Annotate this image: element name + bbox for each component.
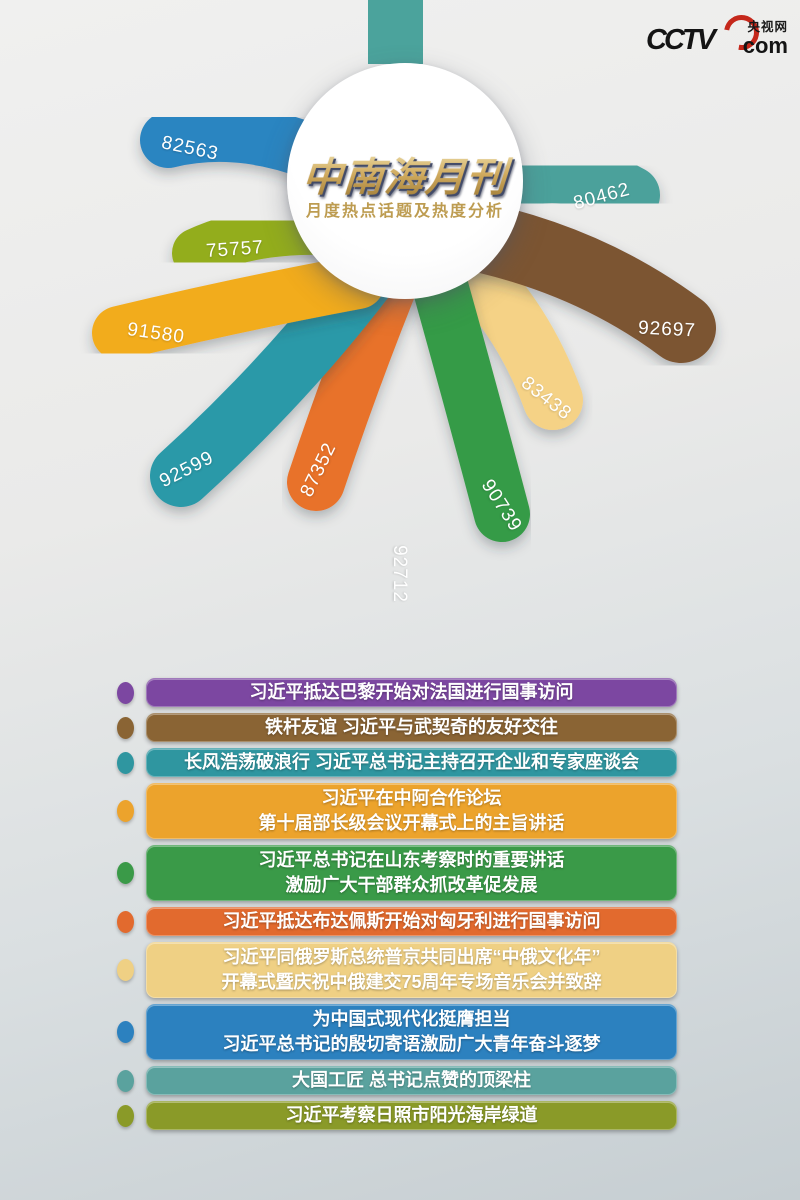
legend-text: 习近平总书记的殷切寄语激励广大青年奋斗逐梦 — [222, 1034, 601, 1054]
legend-bar: 习近平抵达巴黎开始对法国进行国事访问 — [146, 678, 677, 707]
legend-text: 习近平抵达布达佩斯开始对匈牙利进行国事访问 — [222, 911, 601, 931]
petal-91580 — [92, 255, 385, 360]
cctv-com-label: com — [742, 33, 788, 58]
flower-hub: 中南海月刊 月度热点话题及热度分析 — [287, 63, 523, 299]
legend-item: 铁杆友谊 习近平与武契奇的友好交往 — [117, 713, 683, 742]
topic-legend: 习近平抵达巴黎开始对法国进行国事访问 铁杆友谊 习近平与武契奇的友好交往长风浩荡破… — [117, 678, 683, 1130]
legend-item: 习近平同俄罗斯总统普京共同出席“中俄文化年” 开幕式暨庆祝中俄建交75周年专场音乐… — [117, 942, 683, 998]
legend-dot — [117, 1104, 134, 1127]
legend-dot — [117, 1021, 134, 1043]
legend-bar: 长风浩荡破浪行 习近平总书记主持召开企业和专家座谈会 — [146, 748, 677, 777]
legend-item: 习近平考察日照市阳光海岸绿道 — [117, 1101, 683, 1130]
legend-dot — [117, 681, 134, 704]
legend-dot — [117, 751, 134, 774]
legend-bar: 铁杆友谊 习近平与武契奇的友好交往 — [146, 713, 677, 742]
legend-text: 习近平抵达巴黎开始对法国进行国事访问 — [249, 682, 574, 702]
legend-dot — [117, 1069, 134, 1092]
legend-bar: 习近平在中阿合作论坛第十届部长级会议开幕式上的主旨讲话 — [146, 783, 677, 839]
legend-text: 长风浩荡破浪行 习近平总书记主持召开企业和专家座谈会 — [184, 752, 639, 772]
page-subtitle: 月度热点话题及热度分析 — [305, 203, 504, 220]
legend-text: 激励广大干部群众抓改革促发展 — [285, 875, 538, 895]
legend-text: 第十届部长级会议开幕式上的主旨讲话 — [258, 813, 565, 833]
legend-text: 大国工匠 总书记点赞的顶梁柱 — [292, 1070, 531, 1090]
legend-item: 为中国式现代化挺膺担当习近平总书记的殷切寄语激励广大青年奋斗逐梦 — [117, 1004, 683, 1060]
legend-item: 习近平在中阿合作论坛第十届部长级会议开幕式上的主旨讲话 — [117, 783, 683, 839]
legend-dot — [117, 862, 134, 884]
legend-text: 习近平总书记在山东考察时的重要讲话 — [258, 850, 565, 870]
flower-stem — [368, 0, 423, 64]
cctv-site-cn-label: 央视网 — [747, 20, 788, 34]
legend-text: 习近平考察日照市阳光海岸绿道 — [285, 1105, 538, 1125]
cctv-logo: CCTV 央视网 com — [646, 8, 788, 60]
legend-bar: 大国工匠 总书记点赞的顶梁柱 — [146, 1066, 677, 1095]
page-title: 中南海月刊 — [285, 145, 525, 203]
legend-text: 习近平在中阿合作论坛 — [321, 788, 502, 808]
cctv-wordmark: CCTV — [646, 24, 716, 56]
legend-item: 习近平抵达布达佩斯开始对匈牙利进行国事访问 — [117, 907, 683, 936]
legend-text: 铁杆友谊 习近平与武契奇的友好交往 — [265, 717, 558, 737]
legend-item: 大国工匠 总书记点赞的顶梁柱 — [117, 1066, 683, 1095]
legend-bar: 习近平同俄罗斯总统普京共同出席“中俄文化年” 开幕式暨庆祝中俄建交75周年专场音乐… — [146, 942, 677, 998]
legend-item: 习近平总书记在山东考察时的重要讲话 激励广大干部群众抓改革促发展 — [117, 845, 683, 901]
legend-text: 习近平同俄罗斯总统普京共同出席“中俄文化年” — [222, 947, 601, 967]
legend-bar: 为中国式现代化挺膺担当习近平总书记的殷切寄语激励广大青年奋斗逐梦 — [146, 1004, 677, 1060]
legend-bar: 习近平总书记在山东考察时的重要讲话 激励广大干部群众抓改革促发展 — [146, 845, 677, 901]
legend-dot — [117, 800, 134, 822]
legend-text: 为中国式现代化挺膺担当 — [312, 1009, 511, 1029]
legend-bar: 习近平抵达布达佩斯开始对匈牙利进行国事访问 — [146, 907, 677, 936]
legend-item: 习近平抵达巴黎开始对法国进行国事访问 — [117, 678, 683, 707]
legend-bar: 习近平考察日照市阳光海岸绿道 — [146, 1101, 677, 1130]
legend-dot — [117, 959, 134, 981]
legend-item: 长风浩荡破浪行 习近平总书记主持召开企业和专家座谈会 — [117, 748, 683, 777]
legend-text: 开幕式暨庆祝中俄建交75周年专场音乐会并致辞 — [221, 972, 602, 992]
legend-dot — [117, 716, 134, 739]
legend-dot — [117, 910, 134, 933]
